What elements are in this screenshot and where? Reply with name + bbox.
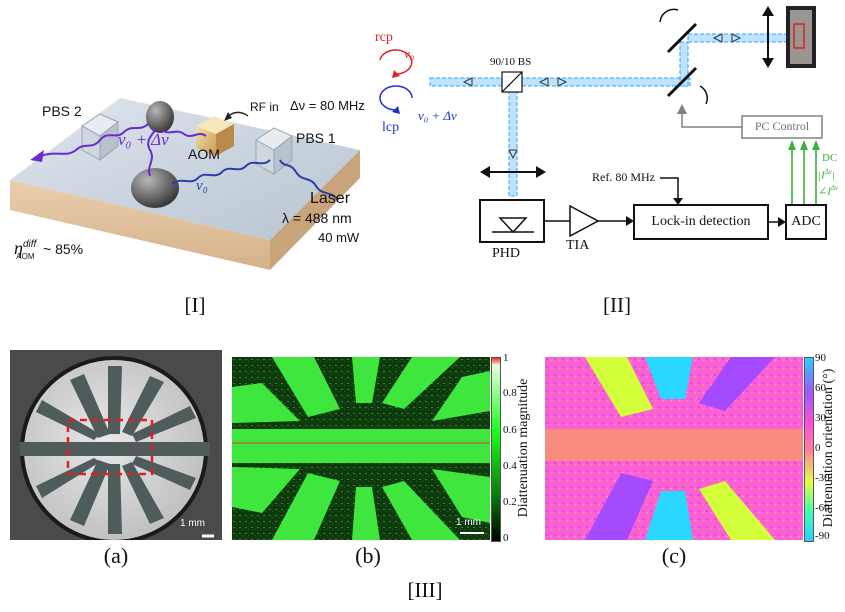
rotation-arrow-2	[699, 85, 708, 105]
label-pc-control: PC Control	[754, 119, 810, 133]
signal-arrows	[791, 146, 817, 204]
cbar-b-tick-2: 0.6	[503, 424, 517, 436]
eta-value: ~ 85%	[43, 241, 84, 257]
colorbar-b-label: Diattenuation magnitude	[516, 378, 531, 518]
label-amp: |IΔν|	[818, 168, 835, 182]
lcp-circle	[379, 85, 413, 111]
colorbar-b	[491, 357, 501, 542]
tia-amplifier	[569, 204, 600, 238]
beam-down	[508, 85, 518, 197]
beam-input	[279, 159, 339, 201]
eta-sub: AOM	[16, 251, 35, 261]
phase-sup: Δν	[830, 184, 839, 192]
central-electrode-c	[545, 429, 803, 461]
pbs1-cube	[255, 127, 293, 176]
amp-sup: Δν	[824, 168, 832, 176]
label-delta-nu: Δν = 80 MHz	[290, 98, 365, 113]
phase-text: ∠I	[818, 185, 831, 198]
label-lockin: Lock-in detection	[651, 214, 751, 229]
beam-up	[147, 127, 157, 177]
beam-splitter	[501, 71, 523, 93]
cbar-c-tick-3: 0	[815, 442, 821, 454]
caption-II: [II]	[603, 293, 631, 317]
label-nu0: ν₀	[196, 178, 208, 194]
caption-b: (b)	[355, 543, 381, 568]
label-pbs1: PBS 1	[296, 130, 336, 146]
eta-sup: diff	[22, 239, 37, 250]
rotation-arrow-1	[659, 8, 679, 23]
label-laser: Laser	[310, 190, 351, 207]
mirror-bottom	[131, 168, 179, 208]
beam-vertical-up	[679, 41, 689, 87]
phd-box	[479, 199, 545, 243]
adc-box	[785, 204, 827, 240]
label-dc: DC	[822, 152, 838, 164]
amp-text: |I	[818, 169, 825, 182]
caption-c: (c)	[661, 543, 687, 568]
mirror-top	[146, 101, 174, 133]
label-nu0-plus-ii: ν₀ + Δν	[418, 108, 457, 123]
beam-to-sample	[687, 33, 789, 43]
beam-main	[429, 77, 691, 87]
label-nu0-ii: ν₀	[404, 46, 415, 61]
pbs2-cube	[81, 113, 119, 162]
cbar-c-tick-2: 30	[815, 412, 826, 424]
colorbar-c-label: Diattenuation orientation (°)	[821, 368, 836, 528]
colorbar-c-ticks: 90 60 30 0 -30 -60 -90	[815, 352, 839, 542]
cbar-c-tick-4: -30	[815, 472, 830, 484]
panel-I-illustration	[10, 98, 360, 270]
panel-II: rcp ν₀ ν₀ + Δν lcp 90/10 BS PC Control R…	[360, 0, 845, 330]
label-ref: Ref. 80 MHz	[592, 170, 655, 184]
map-c	[545, 357, 803, 540]
sample-holder	[786, 6, 816, 68]
label-tia: TIA	[566, 238, 590, 253]
caption-a: (a)	[103, 543, 129, 568]
cbar-b-tick-0: 1	[503, 352, 509, 364]
cbar-c-tick-0: 90	[815, 352, 826, 364]
label-adc: ADC	[791, 214, 821, 229]
label-phd: PHD	[492, 246, 521, 261]
beam-nu0	[171, 159, 271, 185]
cbar-c-tick-1: 60	[815, 382, 826, 394]
label-bs: 90/10 BS	[490, 56, 532, 68]
cbar-b-tick-4: 0.2	[503, 496, 517, 508]
beam-direction-arrows	[462, 33, 742, 160]
electrodes-b	[232, 357, 490, 540]
output-arrow-head	[30, 150, 44, 162]
label-power: 40 mW	[318, 230, 360, 245]
eta-symbol: η	[14, 238, 23, 258]
scale-label-a: 1 mm	[180, 518, 205, 529]
cbar-b-tick-1: 0.8	[503, 387, 517, 399]
colorbar-c	[804, 357, 814, 542]
cbar-b-tick-5: 0	[503, 532, 509, 544]
label-pbs2: PBS 2	[42, 103, 82, 119]
cbar-c-tick-5: -60	[815, 502, 830, 514]
rcp-circle	[379, 49, 413, 75]
label-phase: ∠IΔν	[818, 184, 838, 198]
label-eta: ηdiffAOM ~ 85%	[14, 238, 83, 261]
roi-box	[66, 418, 154, 476]
photo-a: 1 mm	[10, 350, 222, 540]
cbar-b-tick-3: 0.4	[503, 460, 517, 472]
panel-I: PBS 2 PBS 1 AOM RF in Δν = 80 MHz ν₀ + Δ…	[0, 0, 395, 317]
optical-table-side	[10, 180, 270, 270]
label-lambda: λ = 488 nm	[282, 210, 352, 226]
label-nu0-plus: ν₀ + Δν	[118, 130, 169, 149]
map-b: 1 mm	[232, 357, 490, 540]
label-aom: AOM	[188, 146, 220, 162]
caption-III: [III]	[407, 578, 443, 602]
caption-I: [I]	[184, 293, 206, 317]
cbar-c-tick-6: -90	[815, 530, 830, 542]
panel-II-setup-diagram	[379, 6, 827, 243]
colorbar-b-ticks: 1 0.8 0.6 0.4 0.2 0	[503, 352, 527, 544]
label-rcp: rcp	[375, 30, 393, 45]
galvo-mirror-2	[666, 66, 698, 98]
label-lcp: lcp	[382, 120, 400, 135]
electrodes-c	[585, 357, 775, 540]
scale-label-b: 1 mm	[456, 517, 481, 528]
beam-shifted	[39, 123, 207, 157]
label-rf-in: RF in	[250, 100, 279, 114]
galvo-mirror-1	[666, 22, 698, 54]
